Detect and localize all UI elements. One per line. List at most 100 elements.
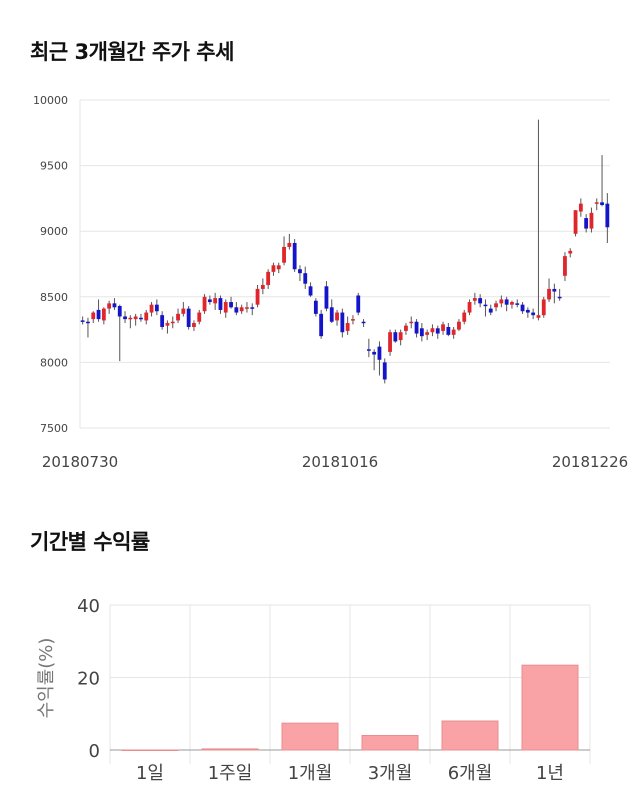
- candle-body: [239, 307, 244, 312]
- returns-x-tick-label: 1개월: [288, 763, 333, 784]
- candle-body: [260, 284, 265, 289]
- candle-body: [313, 300, 318, 314]
- candle-body: [218, 298, 223, 310]
- returns-bar: [361, 735, 419, 751]
- candle-body: [107, 303, 112, 309]
- candle-body: [425, 332, 430, 335]
- candle-body: [186, 308, 191, 327]
- candle-body: [287, 243, 292, 247]
- candle-body: [520, 304, 525, 312]
- candle-body: [255, 288, 260, 305]
- candle-body: [192, 323, 196, 327]
- candle-body: [324, 286, 329, 309]
- candle-body: [298, 269, 302, 274]
- candle-body: [340, 312, 345, 333]
- candle-body: [430, 328, 435, 333]
- returns-bar: [521, 664, 579, 751]
- candle-body: [133, 316, 138, 320]
- price-chart-x-ticks: 20180730 20181016 20181226: [42, 453, 628, 471]
- candle-body: [112, 303, 117, 308]
- returns-bar: [281, 722, 339, 751]
- price-y-tick-label: 8500: [40, 291, 68, 304]
- candle-body: [96, 309, 101, 320]
- candle-body: [478, 298, 483, 304]
- candle-body: [483, 304, 488, 307]
- candle-body: [600, 202, 604, 205]
- candle-body: [499, 299, 504, 304]
- candle-body: [525, 309, 530, 313]
- returns-chart-y-axis-label: 수익률(%): [36, 638, 57, 719]
- candle-body: [409, 321, 414, 324]
- candle-body: [345, 323, 350, 331]
- candle-body: [229, 302, 233, 308]
- candle-body: [170, 321, 175, 324]
- candle-body: [382, 362, 387, 380]
- candle-body: [366, 349, 371, 351]
- returns-bar: [121, 749, 179, 751]
- candle-body: [515, 303, 520, 305]
- returns-y-tick-label: 0: [89, 741, 100, 762]
- candle-body: [149, 304, 154, 313]
- price-x-tick-label: 20181016: [302, 453, 378, 471]
- candle-body: [319, 313, 324, 337]
- candle-body: [372, 351, 377, 355]
- candle-body: [419, 328, 424, 337]
- candle-body: [462, 312, 467, 322]
- candle-body: [536, 315, 541, 318]
- candle-body: [197, 312, 202, 322]
- candle-body: [154, 304, 159, 312]
- candle-body: [101, 308, 106, 321]
- returns-bar: [441, 720, 499, 751]
- candle-body: [303, 273, 308, 284]
- price-chart-candles: [80, 119, 610, 384]
- candle-body: [605, 203, 610, 228]
- returns-x-tick-label: 1주일: [208, 763, 253, 784]
- candle-body: [356, 295, 361, 313]
- returns-chart-y-ticks: 0 20 40: [77, 596, 100, 762]
- candle-body: [414, 321, 419, 334]
- candle-body: [123, 316, 127, 320]
- candle-body: [573, 210, 578, 234]
- candle-body: [377, 346, 382, 360]
- price-y-tick-label: 7500: [40, 422, 68, 435]
- candle-body: [451, 329, 456, 335]
- candle-body: [292, 243, 297, 270]
- returns-chart-bars: [121, 664, 579, 751]
- candle-body: [181, 308, 186, 314]
- candle-body: [213, 298, 218, 304]
- candle-body: [398, 332, 403, 341]
- price-candlestick-chart: 7500 8000 8500 9000 9500 10000 20180730 201810…: [33, 94, 628, 471]
- candle-body: [128, 317, 133, 320]
- returns-x-tick-label: 1년: [536, 763, 564, 784]
- candle-body: [335, 312, 339, 321]
- candle-body: [557, 296, 562, 299]
- candle-body: [234, 307, 239, 313]
- price-y-tick-label: 8000: [40, 356, 68, 369]
- candle-body: [139, 317, 143, 320]
- candle-body: [207, 299, 212, 303]
- price-y-tick-label: 9500: [40, 160, 68, 173]
- price-x-tick-label: 20180730: [42, 453, 118, 471]
- returns-x-tick-label: 1일: [136, 763, 164, 784]
- candle-body: [568, 250, 573, 254]
- price-trend-title: 최근 3개월간 주가 추세: [30, 40, 234, 64]
- candle-body: [165, 323, 170, 326]
- candle-body: [351, 319, 355, 321]
- returns-chart-x-ticks: 1일 1주일 1개월 3개월 6개월 1년: [136, 763, 564, 784]
- candle-body: [160, 315, 165, 327]
- candle-body: [531, 312, 536, 316]
- returns-title: 기간별 수익률: [30, 530, 150, 554]
- candle-body: [510, 302, 514, 305]
- candle-body: [266, 271, 271, 285]
- candle-body: [594, 202, 599, 204]
- candle-body: [435, 328, 440, 334]
- candle-body: [541, 299, 546, 316]
- candle-body: [271, 265, 276, 272]
- candle-body: [547, 288, 551, 300]
- candle-body: [329, 307, 334, 322]
- candle-body: [504, 299, 509, 305]
- returns-chart-grid: [109, 604, 591, 764]
- price-y-tick-label: 10000: [33, 94, 68, 107]
- candle-body: [467, 302, 472, 313]
